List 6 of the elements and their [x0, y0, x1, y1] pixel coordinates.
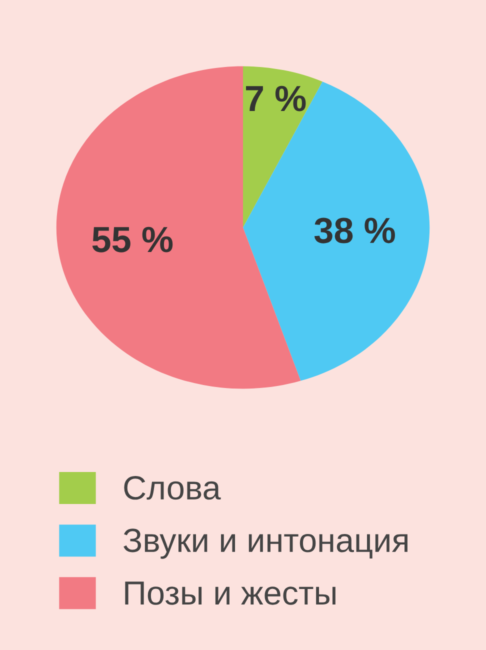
data-label: 7 %	[246, 86, 306, 112]
data-label: 55 %	[92, 226, 173, 252]
legend-label: Позы и жесты	[125, 582, 336, 605]
legend-label: Звуки и интонация	[124, 528, 408, 559]
legend-label: Слова	[124, 476, 221, 500]
data-label: 38 %	[314, 218, 395, 244]
